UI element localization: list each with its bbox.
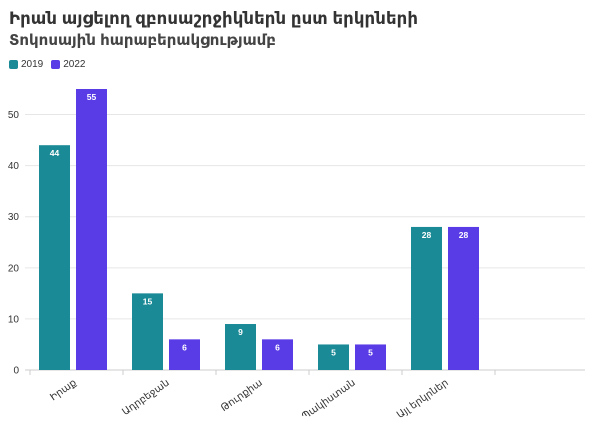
x-tick-label: Իրաք (48, 377, 78, 403)
bar-value-label: 55 (87, 92, 97, 102)
bar-2022-1 (169, 339, 200, 370)
bar-2019-0 (39, 145, 70, 370)
bar-value-label: 5 (331, 347, 336, 357)
bar-value-label: 28 (459, 230, 469, 240)
x-tick-label: Այլ երկրներ (395, 377, 451, 421)
bar-2019-1 (132, 293, 163, 370)
legend-item-2019[interactable]: 2019 (9, 59, 43, 70)
chart-subtitle: Տոկոսային հարաբերակցությամբ (9, 32, 276, 49)
bar-value-label: 9 (238, 327, 243, 337)
y-tick-label: 40 (8, 161, 20, 172)
bar-value-label: 15 (143, 296, 153, 306)
bar-2019-4 (411, 226, 442, 370)
bar-value-label: 6 (182, 342, 187, 352)
legend-swatch-2019 (9, 60, 18, 69)
bar-value-label: 6 (275, 342, 280, 352)
legend-label-2022: 2022 (63, 59, 86, 70)
y-tick-label: 20 (8, 263, 20, 274)
bar-2022-3 (355, 344, 386, 370)
bar-2022-2 (262, 339, 293, 370)
legend: 2019 2022 (9, 59, 86, 70)
bar-value-label: 44 (50, 148, 60, 158)
y-tick-label: 0 (13, 366, 19, 377)
y-tick-label: 30 (8, 212, 20, 223)
x-tick-label: Թուրքիա (219, 377, 265, 414)
y-tick-label: 10 (8, 314, 20, 325)
bar-value-label: 5 (368, 347, 373, 357)
chart-title: Իրան այցելող զբոսաշրջիկներն ըստ երկրների (9, 10, 419, 28)
bar-2022-0 (76, 89, 107, 370)
bar-2019-2 (225, 324, 256, 370)
x-tick-label: Պակիստան (300, 377, 358, 422)
y-tick-label: 50 (8, 110, 20, 121)
legend-swatch-2022 (51, 60, 61, 69)
x-tick-label: Ադրբեջան (120, 377, 171, 418)
legend-item-2022[interactable]: 2022 (51, 59, 86, 70)
bar-value-label: 28 (422, 230, 432, 240)
bar-2019-3 (318, 344, 349, 370)
legend-label-2019: 2019 (21, 59, 44, 70)
bar-2022-4 (448, 226, 479, 370)
